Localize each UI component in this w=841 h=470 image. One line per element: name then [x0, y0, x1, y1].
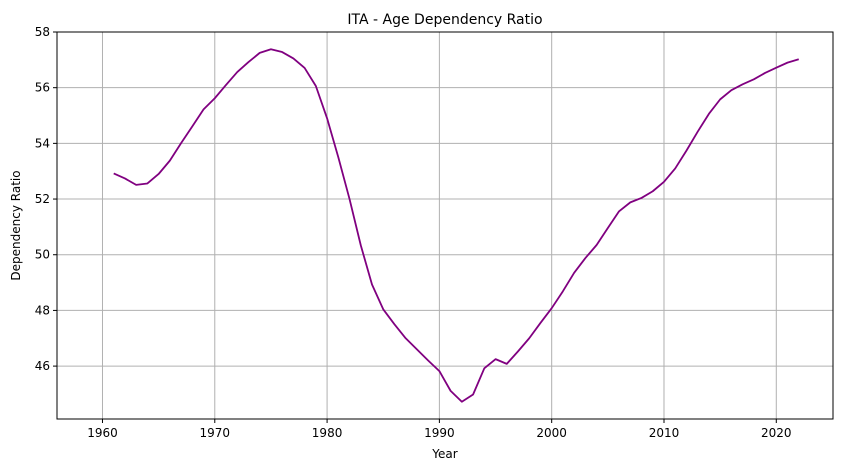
y-tick-label: 50 [35, 248, 50, 262]
x-tick-label: 1960 [87, 426, 118, 440]
x-axis-label: Year [431, 447, 457, 461]
y-tick-label: 52 [35, 192, 50, 206]
series-layer [113, 48, 800, 403]
y-tick-label: 48 [35, 303, 50, 317]
y-tick-label: 54 [35, 136, 50, 150]
series-line [113, 48, 800, 403]
x-tick-label: 2010 [649, 426, 680, 440]
x-tick-label: 1980 [312, 426, 343, 440]
y-tick-label: 56 [35, 81, 50, 95]
y-axis-label: Dependency Ratio [9, 170, 23, 280]
x-tick-label: 2000 [536, 426, 567, 440]
plot-frame [56, 31, 834, 420]
x-tick-label: 2020 [761, 426, 792, 440]
y-tick-label: 58 [35, 25, 50, 39]
ticks: 1960 1970 1980 1990 2000 2010 2020 46 48 50 52 54 56… [35, 25, 792, 440]
chart-title: ITA - Age Dependency Ratio [347, 12, 542, 28]
x-tick-label: 1990 [424, 426, 455, 440]
y-tick-label: 46 [35, 359, 50, 373]
x-tick-label: 1970 [200, 426, 231, 440]
